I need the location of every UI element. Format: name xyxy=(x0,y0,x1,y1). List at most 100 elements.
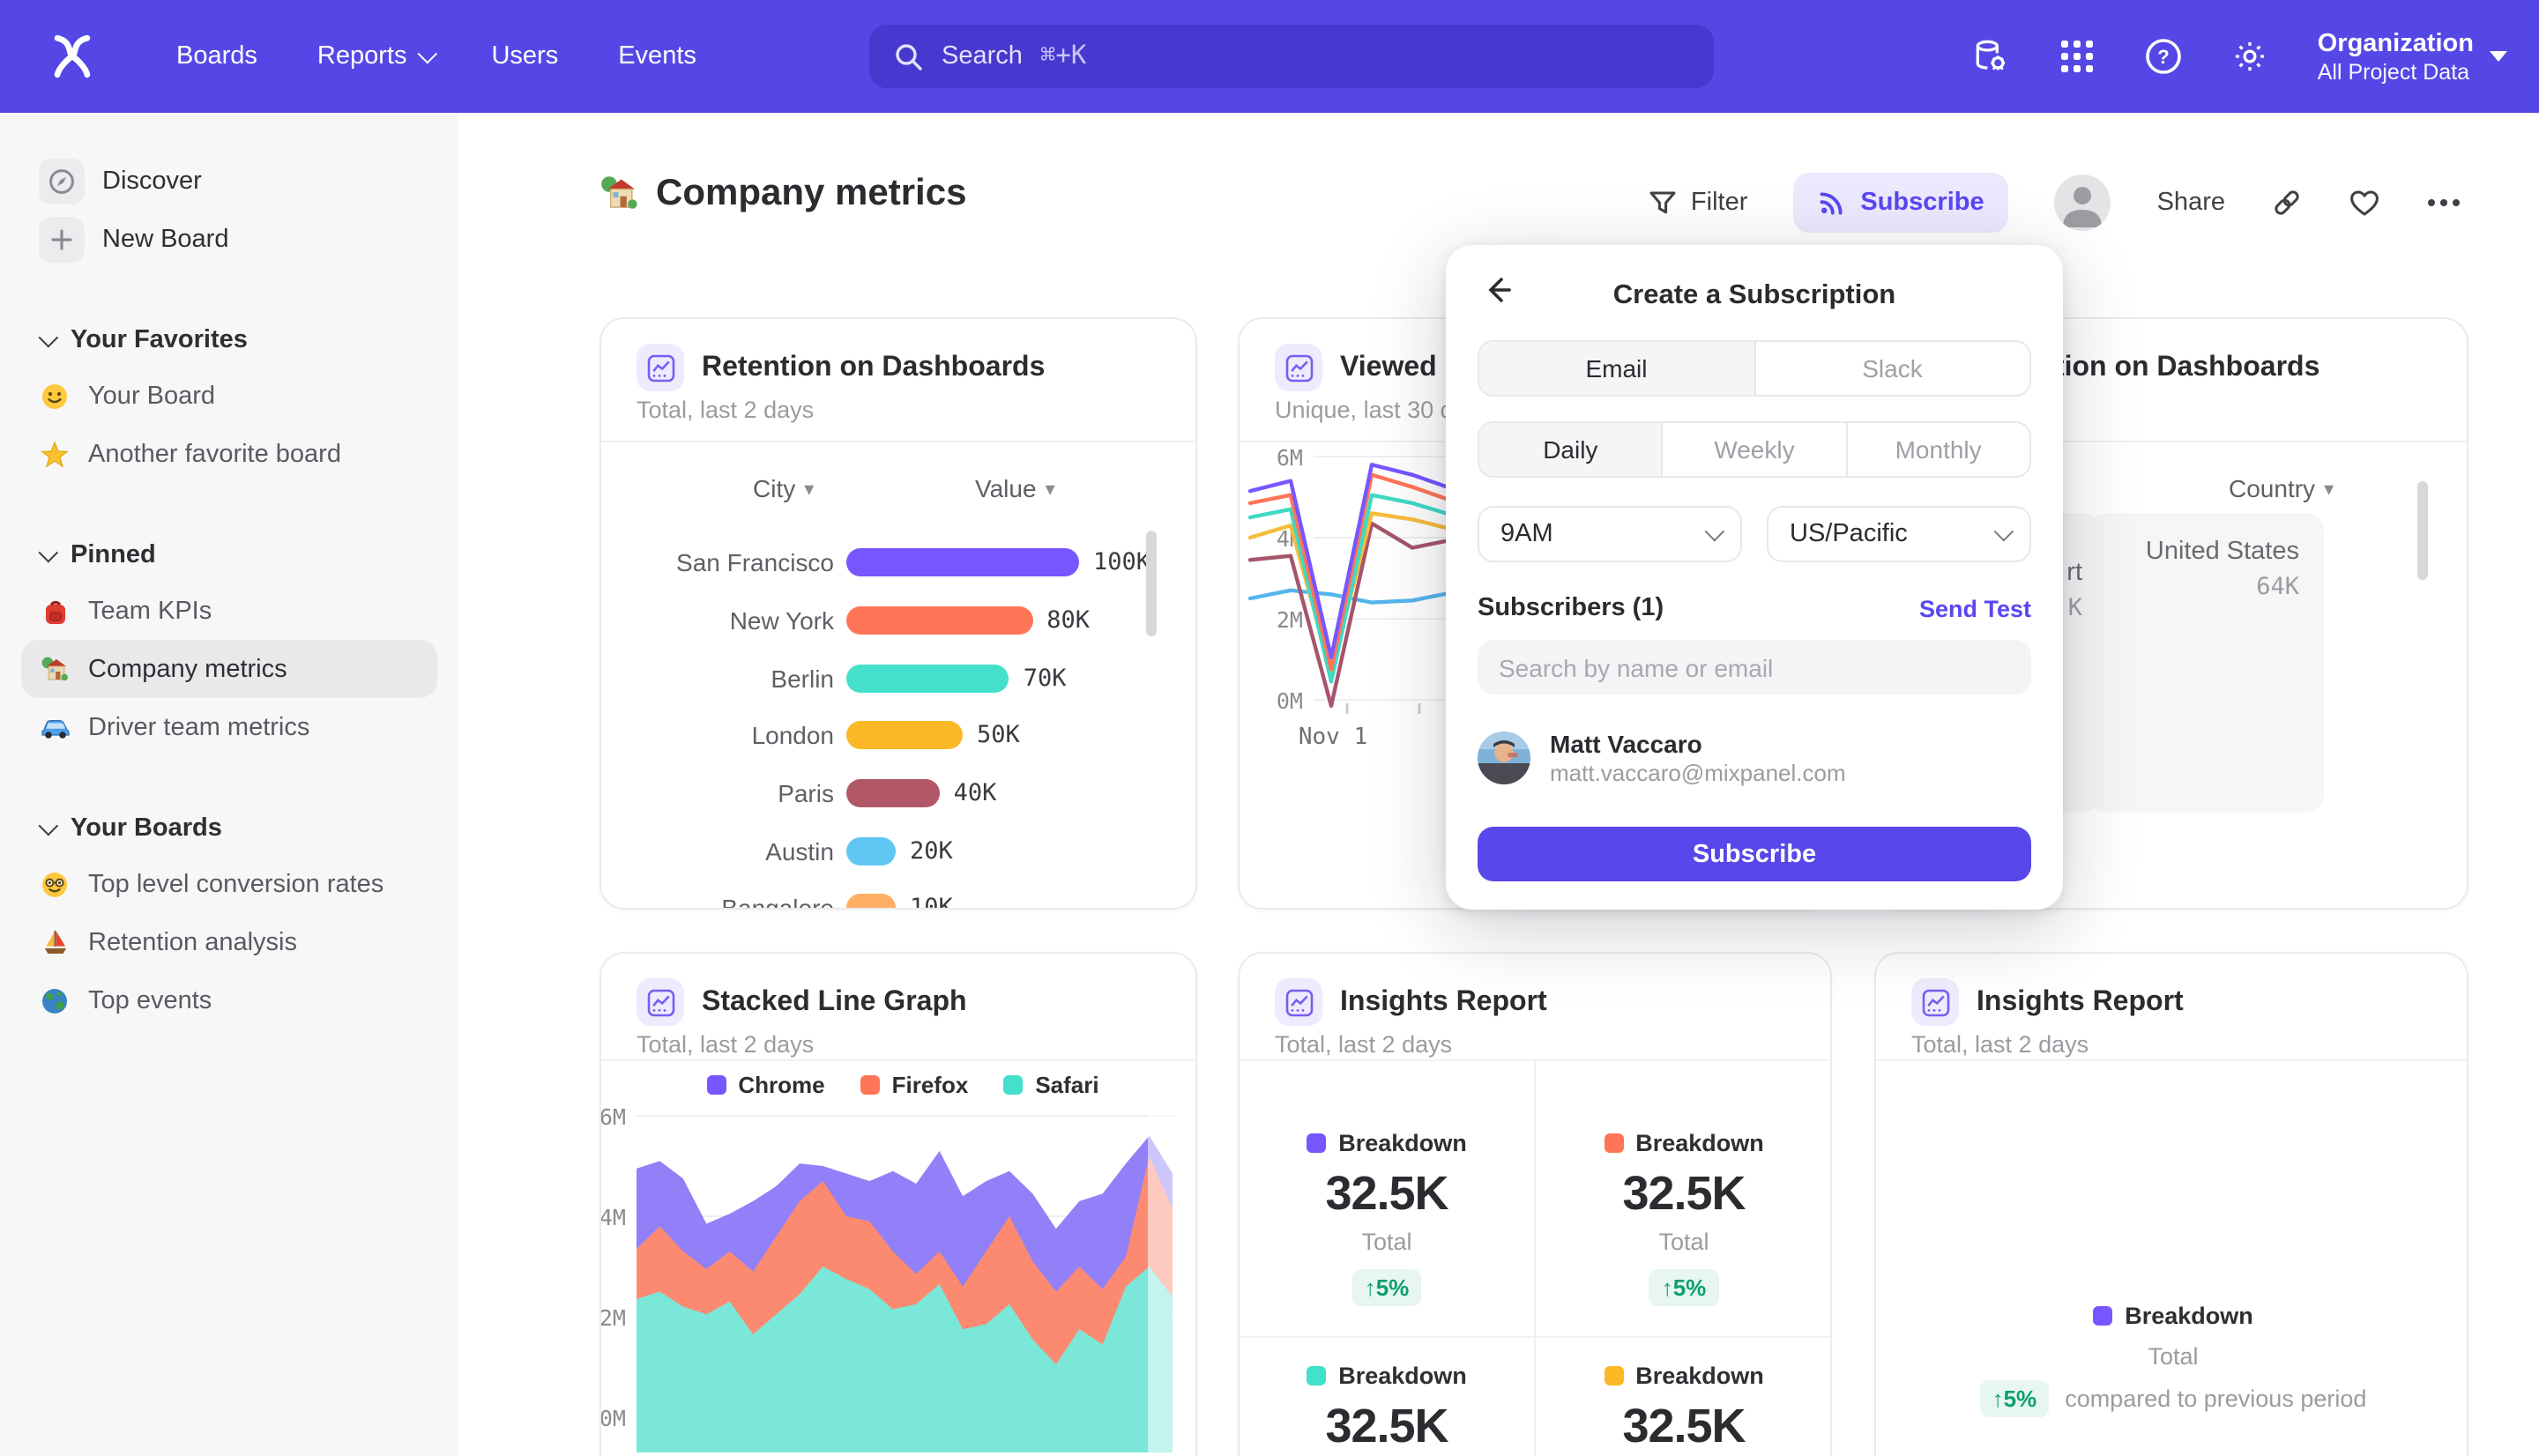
table-row[interactable]: Bangalore 10K xyxy=(637,880,1160,908)
table-row[interactable]: New York 80K xyxy=(729,606,1090,635)
sidebar-section-your-favorites[interactable]: Your Favorites xyxy=(0,314,458,367)
house-emoji-icon xyxy=(39,655,71,683)
tab-daily[interactable]: Daily xyxy=(1479,423,1662,476)
card-title[interactable]: Stacked Line Graph xyxy=(702,986,967,1016)
legend-swatch xyxy=(1003,1075,1024,1095)
tab-monthly[interactable]: Monthly xyxy=(1845,423,2029,476)
y-tick-2m: 2M xyxy=(1276,606,1303,633)
data-management-icon[interactable] xyxy=(1972,37,2011,76)
sort-caret-icon: ▾ xyxy=(2324,479,2334,500)
metric-quadrant[interactable]: Breakdown 32.5K Total xyxy=(1534,1363,1830,1456)
y-tick-6m: 6M xyxy=(599,1103,626,1130)
tab-slack[interactable]: Slack xyxy=(1753,342,2029,395)
card-stacked-line-graph: Stacked Line Graph Total, last 2 days Ch… xyxy=(599,952,1197,1456)
card-title[interactable]: Retention on Dashboards xyxy=(702,352,1046,382)
timezone-select[interactable]: US/Pacific xyxy=(1767,506,2031,562)
table-row[interactable]: London 50K xyxy=(751,721,1020,750)
frequency-tabs: Daily Weekly Monthly xyxy=(1478,421,2031,478)
subscriber-search-input[interactable]: Search by name or email xyxy=(1478,640,2031,695)
copy-link-button[interactable] xyxy=(2271,187,2303,219)
metric-value: 32.5K xyxy=(1325,1400,1448,1452)
sidebar: Discover New Board Your Favorites Your B… xyxy=(0,113,458,1456)
sidebar-item-another-favorite-board[interactable]: Another favorite board xyxy=(0,425,458,483)
tab-email[interactable]: Email xyxy=(1479,342,1753,395)
sidebar-item-your-board[interactable]: Your Board xyxy=(0,367,458,425)
sidebar-item-company-metrics[interactable]: Company metrics xyxy=(21,640,437,698)
chevron-down-icon xyxy=(2490,51,2507,62)
sidebar-section-pinned[interactable]: Pinned xyxy=(0,529,458,582)
table-row[interactable]: Berlin 70K xyxy=(771,664,1067,693)
y-tick-0m: 0M xyxy=(599,1405,626,1431)
metric-value: 32.5K xyxy=(1622,1167,1746,1220)
metric-value: 32.5K xyxy=(1325,1167,1448,1220)
legend-item-firefox[interactable]: Firefox xyxy=(860,1072,968,1098)
sidebar-item-top-level-conversion-rates[interactable]: Top level conversion rates xyxy=(0,855,458,913)
sidebar-item-driver-team-metrics[interactable]: Driver team metrics xyxy=(0,698,458,756)
legend-swatch xyxy=(2093,1306,2113,1326)
scrollbar[interactable] xyxy=(1146,531,1157,636)
metric-quadrant[interactable]: Breakdown 32.5K Total ↑5% xyxy=(1534,1130,1830,1306)
apps-grid-icon[interactable] xyxy=(2059,37,2097,76)
bar[interactable] xyxy=(846,779,940,808)
bar[interactable] xyxy=(846,894,896,908)
column-header-value[interactable]: Value ▾ xyxy=(975,474,1055,502)
subscriber-row[interactable]: Matt Vaccaro matt.vaccaro@mixpanel.com xyxy=(1478,730,2031,786)
metric-single[interactable]: Breakdown Total ↑5% compared to previous… xyxy=(1876,1303,2467,1417)
sidebar-item-retention-analysis[interactable]: Retention analysis xyxy=(0,913,458,971)
board-title: Company metrics xyxy=(599,173,966,215)
stacked-area-chart[interactable] xyxy=(601,954,1197,1456)
create-subscription-modal: Create a Subscription Email Slack Daily … xyxy=(1446,245,2063,910)
partial-fragment: rt xyxy=(2066,559,2082,587)
send-test-link[interactable]: Send Test xyxy=(1918,595,2031,621)
time-select[interactable]: 9AM xyxy=(1478,506,1742,562)
delta-note: compared to previous period xyxy=(2065,1385,2367,1412)
favorite-button[interactable] xyxy=(2349,187,2380,219)
sort-caret-icon: ▾ xyxy=(804,479,815,500)
back-arrow-icon[interactable] xyxy=(1481,273,1516,308)
table-row[interactable]: San Francisco 100K xyxy=(676,548,1151,577)
settings-gear-icon[interactable] xyxy=(2231,37,2270,76)
share-button[interactable]: Share xyxy=(2156,189,2225,217)
more-options-button[interactable] xyxy=(2426,197,2461,208)
legend-item-safari[interactable]: Safari xyxy=(1003,1072,1099,1098)
bar[interactable] xyxy=(846,721,963,750)
column-header-country[interactable]: Country ▾ xyxy=(2229,474,2334,502)
country-label: United States xyxy=(2145,538,2299,566)
sidebar-item-new-board[interactable]: New Board xyxy=(0,210,458,268)
bar[interactable] xyxy=(846,836,896,865)
nav-item-boards[interactable]: Boards xyxy=(176,42,257,71)
column-header-city[interactable]: City ▾ xyxy=(753,474,815,502)
bar[interactable] xyxy=(846,664,1009,693)
modal-subscribe-button[interactable]: Subscribe xyxy=(1478,827,2031,881)
retention-cell-united-states[interactable]: United States 64K xyxy=(2089,513,2324,813)
table-row[interactable]: Paris 40K xyxy=(778,779,997,808)
user-avatar[interactable] xyxy=(2054,175,2111,231)
metric-quadrant[interactable]: Breakdown 32.5K Total xyxy=(1240,1363,1534,1456)
card-title[interactable]: Insights Report xyxy=(1977,986,2184,1016)
bar[interactable] xyxy=(846,548,1079,577)
primary-nav: Boards Reports Users Events xyxy=(176,42,696,71)
card-title[interactable]: Insights Report xyxy=(1340,986,1547,1016)
mixpanel-logo-icon[interactable] xyxy=(46,30,99,83)
delta-badge: ↑5% xyxy=(1979,1380,2050,1417)
table-row[interactable]: Austin 20K xyxy=(765,836,953,865)
tab-weekly[interactable]: Weekly xyxy=(1661,423,1846,476)
scrollbar[interactable] xyxy=(2417,481,2428,580)
sidebar-section-your-boards[interactable]: Your Boards xyxy=(0,802,458,855)
search-icon xyxy=(894,41,924,71)
y-tick-2m: 2M xyxy=(599,1304,626,1331)
filter-button[interactable]: Filter xyxy=(1649,189,1747,217)
nav-item-users[interactable]: Users xyxy=(491,42,559,71)
nav-item-events[interactable]: Events xyxy=(618,42,696,71)
sidebar-item-team-kpis[interactable]: Team KPIs xyxy=(0,582,458,640)
search-input[interactable]: Search ⌘+K xyxy=(869,25,1714,88)
sidebar-item-discover[interactable]: Discover xyxy=(0,152,458,210)
sidebar-item-top-events[interactable]: Top events xyxy=(0,971,458,1029)
metric-quadrant[interactable]: Breakdown 32.5K Total ↑5% xyxy=(1240,1130,1534,1306)
subscribe-button[interactable]: Subscribe xyxy=(1793,173,2009,233)
nav-item-reports[interactable]: Reports xyxy=(317,42,437,71)
org-switcher[interactable]: Organization All Project Data xyxy=(2318,28,2507,85)
bar[interactable] xyxy=(846,606,1033,635)
help-icon[interactable]: ? xyxy=(2145,37,2184,76)
legend-item-chrome[interactable]: Chrome xyxy=(706,1072,825,1098)
